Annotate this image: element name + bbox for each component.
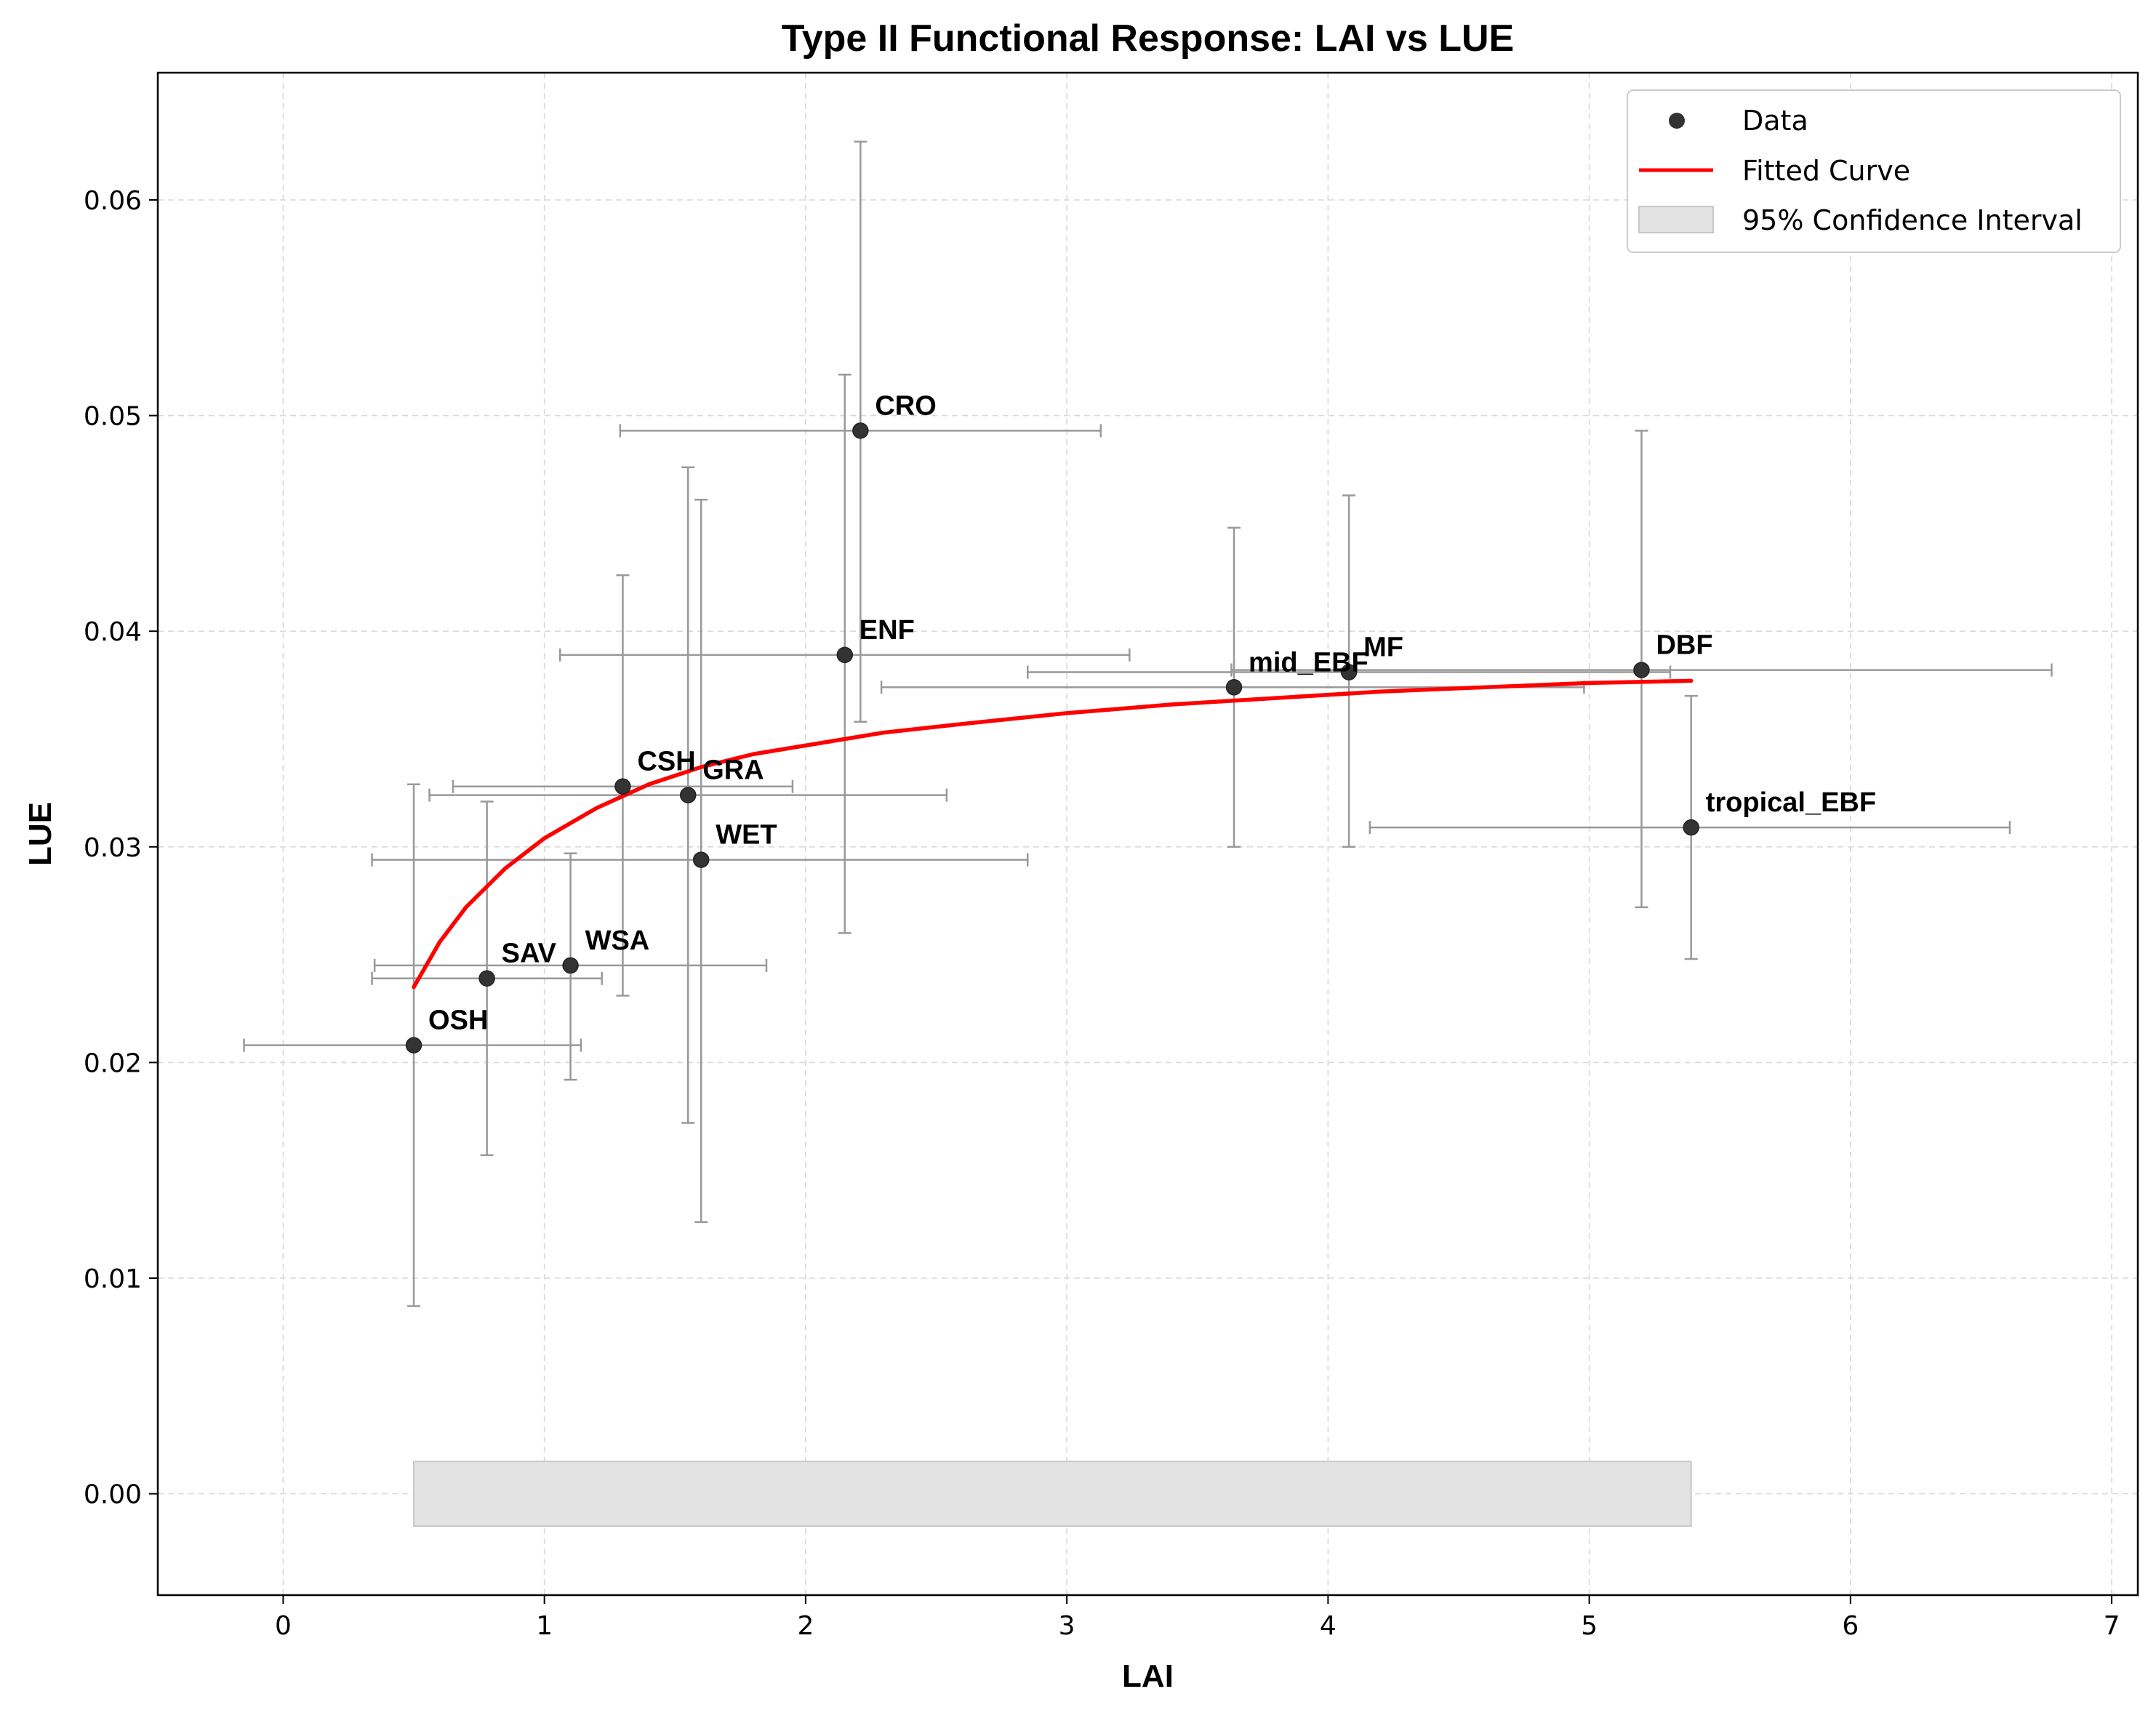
x-axis-ticks: 0 1 2 3 4 5 6 7 — [275, 1595, 2120, 1641]
x-tick-label: 0 — [275, 1611, 292, 1641]
data-point-CRO — [852, 422, 869, 439]
y-axis-label: LUE — [23, 802, 58, 866]
point-label-WSA: WSA — [585, 926, 650, 956]
x-tick-label: 4 — [1320, 1611, 1337, 1641]
legend: Data Fitted Curve 95% Confidence Interva… — [1627, 89, 2121, 253]
point-label-CRO: CRO — [875, 390, 936, 421]
point-label-OSH: OSH — [428, 1005, 488, 1036]
x-tick-label: 5 — [1581, 1611, 1598, 1641]
data-points — [405, 422, 1699, 1053]
point-label-MF: MF — [1363, 633, 1403, 663]
x-tick-label: 3 — [1059, 1611, 1075, 1641]
data-point-MF — [1340, 664, 1358, 681]
y-tick-label: 0.02 — [84, 1048, 142, 1078]
y-tick-label: 0.03 — [84, 833, 142, 863]
x-tick-label: 6 — [1842, 1611, 1859, 1641]
data-point-ENF — [836, 646, 854, 664]
error-bars — [243, 140, 2053, 1307]
x-tick-label: 7 — [2104, 1611, 2120, 1641]
data-point-DBF — [1633, 662, 1650, 678]
point-label-WET: WET — [716, 820, 777, 851]
data-point-SAV — [478, 970, 495, 987]
data-point-CSH — [614, 778, 631, 795]
legend-ci-patch — [1638, 206, 1714, 233]
point-label-DBF: DBF — [1656, 630, 1712, 661]
legend-data-marker — [1669, 113, 1685, 129]
data-point-WSA — [562, 957, 579, 974]
y-tick-label: 0.05 — [84, 402, 142, 432]
legend-ci-label: 95% Confidence Interval — [1742, 204, 2083, 236]
legend-fit-label: Fitted Curve — [1742, 155, 1910, 187]
y-axis-ticks: 0.00 0.01 0.02 0.03 0.04 0.05 0.06 — [84, 186, 158, 1510]
confidence-interval-band — [413, 1461, 1692, 1528]
plot-frame — [156, 71, 2139, 1597]
data-point-mid_EBF — [1225, 679, 1243, 696]
point-label-mid_EBF: mid_EBF — [1249, 647, 1368, 678]
legend-data-label: Data — [1742, 105, 1808, 137]
y-tick-label: 0.04 — [84, 617, 142, 647]
point-label-SAV: SAV — [502, 939, 557, 969]
fitted-curve — [412, 678, 1694, 990]
chart-title: Type II Functional Response: LAI vs LUE — [782, 17, 1514, 60]
point-label-CSH: CSH — [637, 747, 695, 777]
x-tick-label: 2 — [797, 1611, 814, 1641]
data-point-WET — [692, 851, 710, 868]
y-tick-label: 0.01 — [84, 1264, 142, 1294]
legend-box — [1627, 89, 2121, 253]
point-label-GRA: GRA — [702, 755, 764, 786]
x-axis-label: LAI — [1122, 1658, 1174, 1694]
x-tick-label: 1 — [536, 1611, 553, 1641]
data-point-OSH — [405, 1037, 422, 1053]
grid-lines — [158, 73, 2138, 1595]
data-point-tropical_EBF — [1683, 819, 1699, 836]
point-label-ENF: ENF — [859, 615, 915, 646]
data-point-GRA — [679, 787, 697, 803]
confidence-interval-area — [413, 1461, 1692, 1528]
y-tick-label: 0.06 — [84, 186, 142, 216]
point-label-tropical_EBF: tropical_EBF — [1706, 787, 1876, 818]
y-tick-label: 0.00 — [84, 1480, 142, 1510]
fitted-curve-line — [412, 678, 1694, 990]
